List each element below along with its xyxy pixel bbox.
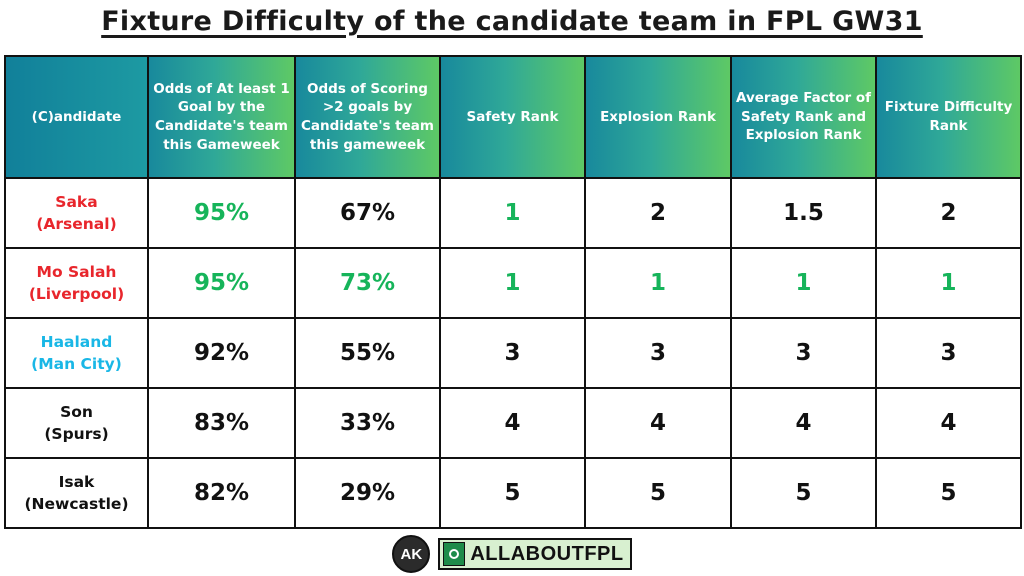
odds-two-goals-cell: 73% — [294, 247, 441, 319]
column-header-explosion-rank: Explosion Rank — [584, 55, 732, 179]
football-pitch-icon — [443, 542, 466, 566]
table-row: Haaland (Man City) 92% 55% 3 3 3 3 — [4, 317, 1022, 389]
explosion-rank-cell: 1 — [584, 247, 732, 319]
page-title: Fixture Difficulty of the candidate team… — [101, 6, 923, 37]
odds-one-goal-cell: 82% — [147, 457, 296, 529]
explosion-rank-cell: 5 — [584, 457, 732, 529]
odds-one-goal-cell: 92% — [147, 317, 296, 389]
brand-name: ALLABOUTFPL — [470, 542, 624, 565]
column-header-odds-one-goal: Odds of At least 1 Goal by the Candidate… — [147, 55, 296, 179]
fixture-difficulty-cell: 3 — [875, 317, 1022, 389]
average-factor-cell: 3 — [730, 317, 877, 389]
column-header-average-factor: Average Factor of Safety Rank and Explos… — [730, 55, 877, 179]
column-header-safety-rank: Safety Rank — [439, 55, 586, 179]
table-row: Son (Spurs) 83% 33% 4 4 4 4 — [4, 387, 1022, 459]
explosion-rank-cell: 2 — [584, 177, 732, 249]
candidate-name: Mo Salah — [36, 262, 117, 281]
candidate-team: (Spurs) — [44, 425, 109, 443]
candidate-name: Isak — [58, 472, 95, 491]
candidate-cell: Son (Spurs) — [4, 387, 149, 459]
candidate-cell: Isak (Newcastle) — [4, 457, 149, 529]
odds-two-goals-cell: 29% — [294, 457, 441, 529]
brand-badge: ALLABOUTFPL — [438, 538, 632, 570]
odds-two-goals-cell: 33% — [294, 387, 441, 459]
table-body: Saka (Arsenal) 95% 67% 1 2 1.5 2 Mo Salah (Liverp… — [4, 177, 1022, 529]
odds-two-goals-cell: 67% — [294, 177, 441, 249]
fixture-difficulty-cell: 5 — [875, 457, 1022, 529]
column-header-odds-two-goals: Odds of Scoring >2 goals by Candidate's … — [294, 55, 441, 179]
odds-one-goal-cell: 95% — [147, 177, 296, 249]
candidate-team: (Newcastle) — [24, 495, 129, 513]
candidate-name: Saka — [55, 192, 98, 211]
fixture-difficulty-table: (C)andidate Odds of At least 1 Goal by t… — [4, 55, 1022, 529]
table-row: Saka (Arsenal) 95% 67% 1 2 1.5 2 — [4, 177, 1022, 249]
ak-logo-icon: AK — [392, 535, 431, 573]
candidate-name: Haaland — [40, 332, 113, 351]
candidate-cell: Saka (Arsenal) — [4, 177, 149, 249]
odds-one-goal-cell: 95% — [147, 247, 296, 319]
safety-rank-cell: 5 — [439, 457, 586, 529]
odds-one-goal-cell: 83% — [147, 387, 296, 459]
table-row: Isak (Newcastle) 82% 29% 5 5 5 5 — [4, 457, 1022, 529]
candidate-name: Son — [60, 402, 93, 421]
odds-two-goals-cell: 55% — [294, 317, 441, 389]
candidate-cell: Mo Salah (Liverpool) — [4, 247, 149, 319]
header-row: (C)andidate Odds of At least 1 Goal by t… — [4, 55, 1022, 179]
average-factor-cell: 5 — [730, 457, 877, 529]
ak-logo-text: AK — [400, 545, 423, 563]
safety-rank-cell: 1 — [439, 247, 586, 319]
fixture-difficulty-cell: 1 — [875, 247, 1022, 319]
table-row: Mo Salah (Liverpool) 95% 73% 1 1 1 1 — [4, 247, 1022, 319]
fixture-difficulty-cell: 4 — [875, 387, 1022, 459]
column-header-candidate: (C)andidate — [4, 55, 149, 179]
candidate-team: (Liverpool) — [28, 285, 125, 303]
average-factor-cell: 4 — [730, 387, 877, 459]
average-factor-cell: 1.5 — [730, 177, 877, 249]
fixture-difficulty-cell: 2 — [875, 177, 1022, 249]
footer-branding: AK ALLABOUTFPL — [0, 534, 1024, 574]
safety-rank-cell: 3 — [439, 317, 586, 389]
candidate-team: (Arsenal) — [36, 215, 117, 233]
safety-rank-cell: 4 — [439, 387, 586, 459]
explosion-rank-cell: 4 — [584, 387, 732, 459]
candidate-cell: Haaland (Man City) — [4, 317, 149, 389]
average-factor-cell: 1 — [730, 247, 877, 319]
safety-rank-cell: 1 — [439, 177, 586, 249]
candidate-team: (Man City) — [31, 355, 122, 373]
column-header-fixture-difficulty: Fixture Difficulty Rank — [875, 55, 1022, 179]
explosion-rank-cell: 3 — [584, 317, 732, 389]
